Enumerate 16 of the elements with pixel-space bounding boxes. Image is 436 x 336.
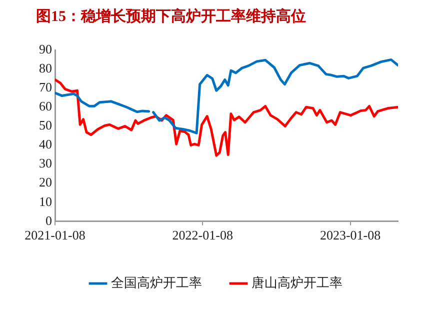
y-tick-label: 40 [39, 136, 52, 152]
y-tick-label: 0 [46, 212, 52, 228]
x-tick-label: 2022-01-08 [172, 228, 233, 243]
y-tick-label: 20 [39, 174, 52, 190]
x-tick-label: 2023-01-08 [320, 228, 381, 243]
y-tick-label: 30 [39, 156, 52, 171]
y-tick-label: 80 [39, 60, 52, 76]
y-tick-label: 50 [39, 118, 52, 133]
y-tick-label: 70 [39, 80, 52, 95]
x-tick-label: 2021-01-08 [24, 228, 86, 243]
y-tick-label: 60 [39, 98, 52, 114]
legend-label: 唐山高炉开工率 [252, 274, 342, 290]
y-tick-label: 10 [39, 194, 52, 209]
chart-title: 图15：稳增长预期下高炉开工率维持高位 [36, 6, 306, 25]
legend-label: 全国高炉开工率 [111, 274, 202, 290]
y-tick-label: 90 [39, 41, 52, 56]
